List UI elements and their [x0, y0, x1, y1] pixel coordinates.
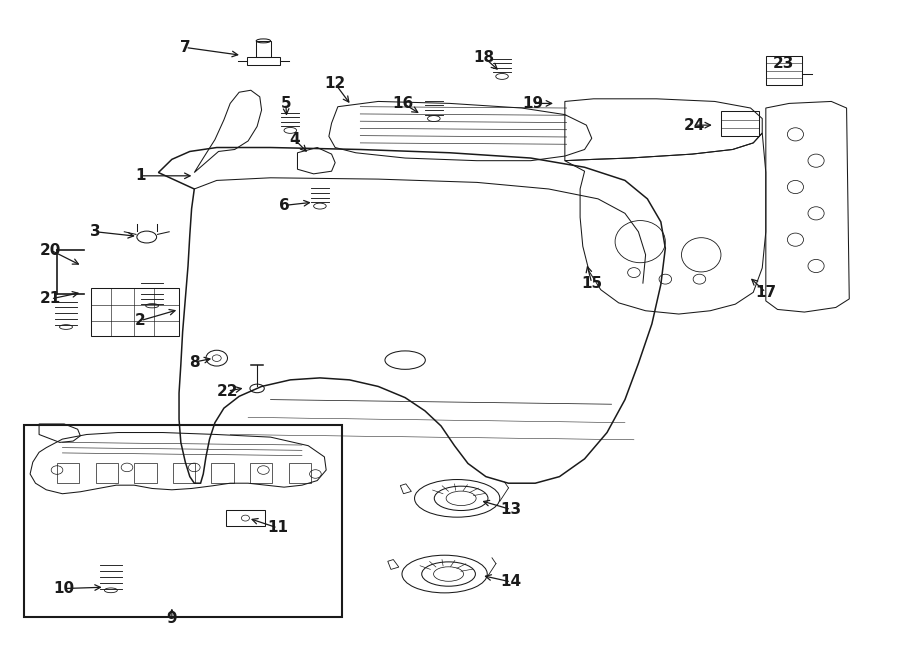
Bar: [91, 288, 179, 336]
Text: 18: 18: [473, 50, 495, 65]
Bar: [95, 463, 118, 483]
Bar: [250, 463, 273, 483]
Bar: [289, 463, 310, 483]
Text: 21: 21: [40, 292, 61, 307]
Text: 14: 14: [500, 574, 522, 590]
Bar: [57, 463, 79, 483]
Text: 13: 13: [500, 502, 522, 517]
Text: 7: 7: [180, 40, 191, 55]
Text: 9: 9: [166, 611, 177, 627]
Text: 17: 17: [755, 285, 777, 300]
Bar: [134, 463, 157, 483]
Text: 19: 19: [522, 96, 543, 111]
Text: 4: 4: [290, 132, 300, 147]
Text: 12: 12: [325, 76, 346, 91]
Text: 6: 6: [279, 198, 290, 213]
Text: 3: 3: [90, 224, 101, 239]
Bar: [212, 463, 234, 483]
Text: 11: 11: [267, 520, 288, 535]
Text: 10: 10: [54, 581, 75, 596]
Bar: [256, 41, 271, 58]
Text: 20: 20: [40, 243, 61, 258]
Text: 5: 5: [281, 96, 291, 111]
Bar: [248, 58, 280, 65]
Bar: [173, 463, 195, 483]
Text: 22: 22: [217, 383, 239, 399]
Bar: [766, 56, 802, 85]
Text: 2: 2: [135, 313, 146, 328]
Bar: [23, 424, 342, 617]
Bar: [226, 510, 266, 526]
Text: 16: 16: [392, 96, 414, 111]
Text: 24: 24: [683, 118, 705, 133]
Text: 8: 8: [189, 354, 200, 369]
Text: 1: 1: [135, 169, 146, 183]
Text: 15: 15: [581, 276, 602, 291]
Bar: [721, 111, 759, 136]
Text: 23: 23: [773, 56, 795, 71]
